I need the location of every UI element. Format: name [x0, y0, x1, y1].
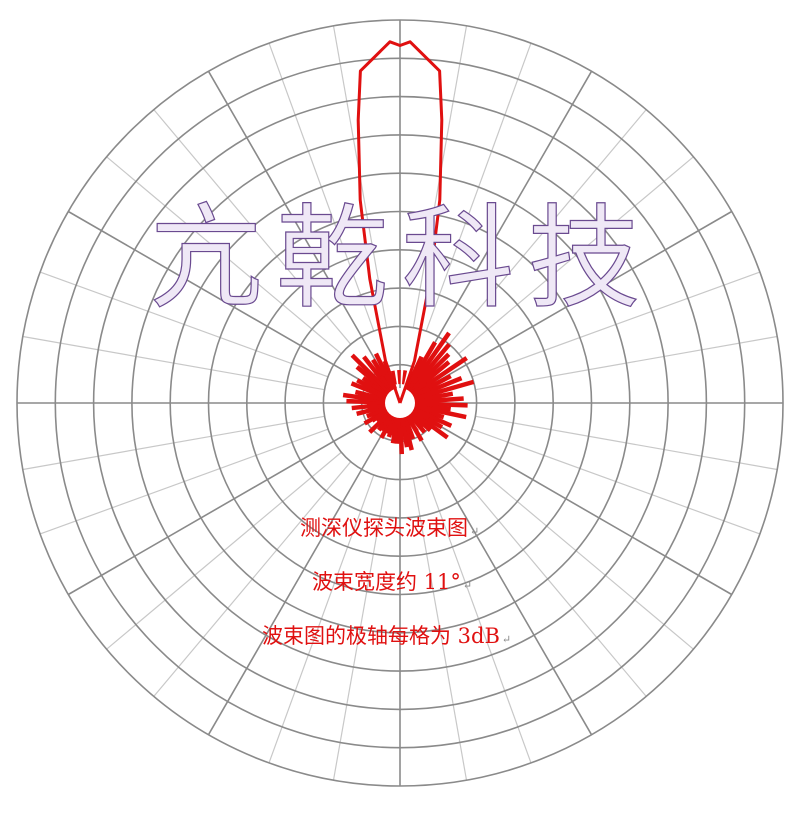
annotation-grid-step: 波束图的极轴每格为 3dB ↵ [262, 620, 511, 650]
grid-ring [54, 57, 746, 749]
annotation-grid-step-text: 波束图的极轴每格为 3dB [262, 624, 500, 648]
chart-title-text: 测深仪探头波束图 [300, 516, 468, 540]
main-lobe [356, 40, 444, 404]
annotation-beamwidth: 波束宽度约 11° ↵ [312, 566, 472, 596]
grid-ring [92, 95, 708, 711]
grid-ring [207, 210, 593, 596]
side-lobe-spike [356, 404, 387, 416]
annotation-beamwidth-text: 波束宽度约 11° [312, 570, 461, 594]
grid-ring [169, 172, 631, 634]
side-lobe-spike [412, 379, 475, 402]
grid-ring [131, 134, 669, 672]
paragraph-mark: ↵ [501, 633, 512, 646]
side-lobe-core [367, 370, 433, 436]
side-lobe-spike [379, 414, 396, 440]
grid-ring [284, 287, 516, 519]
side-lobe-spike [351, 402, 387, 411]
grid-ring [322, 325, 478, 481]
beam-pattern-series [342, 40, 475, 455]
watermark-logo: 亢乾科技 [149, 193, 654, 324]
paragraph-mark: ↵ [462, 579, 473, 592]
side-lobe-spike [386, 415, 398, 438]
polar-grid [16, 19, 784, 787]
side-lobe-spike [408, 410, 432, 433]
grid-ring [16, 19, 784, 787]
paragraph-mark: ↵ [470, 525, 480, 538]
grid-ring [246, 249, 554, 557]
side-lobe-spike [409, 360, 451, 396]
chart-title: 测深仪探头波束图 ↵ [300, 512, 479, 542]
